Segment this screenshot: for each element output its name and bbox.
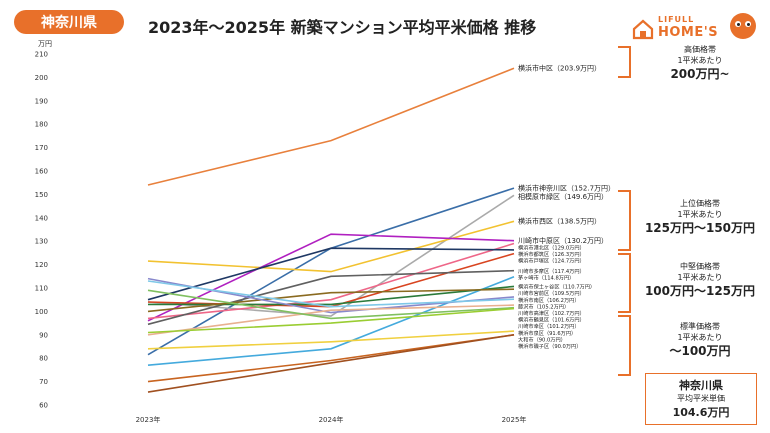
average-region: 神奈川県 xyxy=(679,379,723,392)
y-tick-label: 110 xyxy=(35,285,48,293)
mascot-icon xyxy=(730,13,756,39)
series-end-label: 横浜市西区（138.5万円） xyxy=(518,217,601,226)
y-tick-label: 160 xyxy=(35,168,48,176)
series-line xyxy=(147,334,515,393)
y-tick-label: 90 xyxy=(39,331,48,339)
y-tick-label: 210 xyxy=(35,51,48,59)
y-tick-label: 60 xyxy=(39,402,48,410)
series-end-label: 藤沢市（105.2万円） xyxy=(518,302,569,310)
series-line xyxy=(147,304,515,336)
tier-unit: 1平米あたり xyxy=(677,210,723,219)
series-line xyxy=(147,67,515,186)
tier-unit: 1平米あたり xyxy=(677,273,723,282)
series-end-label: 横浜市南区（106.2万円） xyxy=(518,296,580,304)
y-axis-unit-label: 万円 xyxy=(38,40,52,48)
series-line xyxy=(147,220,515,273)
tier-bracket xyxy=(618,315,631,376)
y-tick-label: 80 xyxy=(39,355,48,363)
tier-label-standard: 標準価格帯 1平米あたり ～100万円 xyxy=(638,321,762,359)
average-label: 平均平米単価 xyxy=(677,394,725,403)
series-end-label: 横浜市戸塚区（124.7万円） xyxy=(518,257,585,265)
tier-label-high: 高価格帯 1平米あたり 200万円~ xyxy=(655,44,745,82)
tier-label-upper: 上位価格帯 1平米あたり 125万円～150万円 xyxy=(638,198,762,236)
x-tick-label: 2025年 xyxy=(502,415,527,424)
series-end-label: 横浜市港北区（129.0万円） xyxy=(518,244,585,252)
tier-unit: 1平米あたり xyxy=(677,56,723,65)
region-badge: 神奈川県 xyxy=(14,10,124,34)
tier-name: 標準価格帯 xyxy=(680,322,720,331)
y-tick-label: 200 xyxy=(35,74,48,82)
y-tick-label: 180 xyxy=(35,121,48,129)
series-end-label: 相模原市緑区（149.6万円） xyxy=(518,192,608,201)
tier-label-mid: 中堅価格帯 1平米あたり 100万円～125万円 xyxy=(638,261,762,299)
series-line xyxy=(147,242,515,320)
series-end-label: 川崎市高津区（102.7万円） xyxy=(518,309,585,317)
series-end-label: 茅ヶ崎市（114.8万円） xyxy=(518,273,574,281)
logo-top-text: LIFULL xyxy=(658,15,695,24)
series-end-label: 川崎市多摩区（117.4万円） xyxy=(518,267,585,275)
average-value: 104.6万円 xyxy=(672,406,730,419)
y-tick-label: 190 xyxy=(35,97,48,105)
x-tick-label: 2024年 xyxy=(319,415,344,424)
y-tick-label: 130 xyxy=(35,238,48,246)
tier-bracket xyxy=(618,253,631,313)
y-tick-label: 70 xyxy=(39,378,48,386)
series-line xyxy=(147,233,515,322)
average-price-box: 神奈川県 平均平米単価 104.6万円 xyxy=(645,373,757,425)
logo-bottom-text: HOME'S xyxy=(658,25,719,40)
series-end-label: 川崎市幸区（101.2万円） xyxy=(518,322,580,330)
tier-name: 上位価格帯 xyxy=(680,199,720,208)
y-tick-label: 120 xyxy=(35,261,48,269)
tier-range: 125万円～150万円 xyxy=(644,221,756,235)
series-end-label: 横浜市中区（203.9万円） xyxy=(518,63,601,72)
series-end-label: 横浜市神奈川区（152.7万円） xyxy=(518,183,615,192)
x-tick-label: 2023年 xyxy=(136,415,161,424)
series-line xyxy=(147,289,515,320)
series-end-label: 横浜市都筑区（126.3万円） xyxy=(518,250,585,258)
tier-bracket xyxy=(618,46,631,78)
series-end-label: 横浜市保土ヶ谷区（110.7万円） xyxy=(518,283,595,291)
y-tick-label: 170 xyxy=(35,144,48,152)
tier-unit: 1平米あたり xyxy=(677,333,723,342)
page-title: 2023年～2025年 新築マンション平均平米価格 推移 xyxy=(148,18,537,37)
tier-bracket xyxy=(618,190,631,251)
y-tick-label: 100 xyxy=(35,308,48,316)
series-end-label: 川崎市宮前区（109.5万円） xyxy=(518,289,585,297)
tier-name: 高価格帯 xyxy=(684,45,716,54)
series-end-label: 横浜市磯子区（90.0万円） xyxy=(518,342,581,350)
series-end-label: 横浜市泉区（91.6万円） xyxy=(518,329,576,337)
series-line xyxy=(147,307,515,334)
series-line xyxy=(147,269,515,326)
series-line xyxy=(147,276,515,366)
series-line xyxy=(147,247,515,301)
series-end-label: 大和市（90.0万円） xyxy=(518,335,566,343)
tier-range: 100万円～125万円 xyxy=(644,284,756,298)
series-line xyxy=(147,194,515,317)
y-tick-label: 150 xyxy=(35,191,48,199)
series-end-label: 横浜市鶴見区（101.6万円） xyxy=(518,316,585,324)
series-line xyxy=(147,288,515,313)
tier-range: ～100万円 xyxy=(669,344,731,358)
series-end-label: 川崎市中原区（130.2万円） xyxy=(518,236,608,245)
y-tick-label: 140 xyxy=(35,214,48,222)
series-line xyxy=(147,280,515,308)
tier-range: 200万円~ xyxy=(670,67,730,81)
lifull-homes-logo: LIFULL HOME'S xyxy=(632,12,756,44)
house-icon xyxy=(632,19,654,40)
tier-name: 中堅価格帯 xyxy=(680,262,720,271)
series-line xyxy=(147,330,515,350)
